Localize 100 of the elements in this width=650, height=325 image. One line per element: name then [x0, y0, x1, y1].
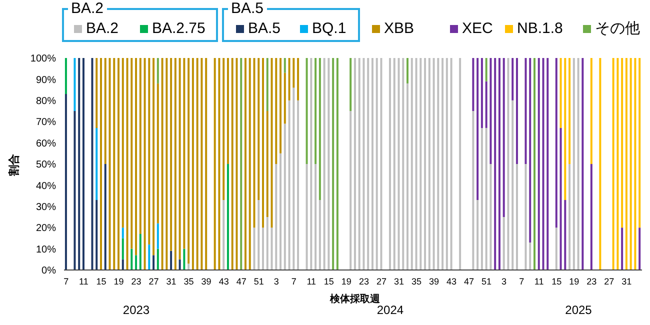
x-tick-label: 35 [184, 276, 194, 286]
bar [200, 58, 203, 270]
bar [284, 124, 286, 270]
bar [275, 164, 278, 270]
x-tick-label: 7 [519, 276, 524, 286]
text: BA.5 [228, 0, 267, 17]
y-tick-label: 30% [36, 202, 56, 213]
bar [222, 200, 225, 270]
bar [634, 58, 636, 270]
bar [253, 58, 256, 228]
bar [152, 58, 155, 256]
bar [323, 58, 326, 270]
bar [226, 58, 229, 164]
bar [64, 94, 67, 270]
bar [108, 58, 111, 270]
bar [502, 58, 505, 217]
bar [485, 58, 488, 82]
bar [297, 100, 300, 270]
bar [183, 248, 186, 270]
bar [156, 223, 159, 249]
bar [332, 58, 334, 270]
bar [188, 264, 190, 270]
bar [104, 58, 106, 164]
bar [226, 164, 229, 270]
bar [236, 58, 238, 270]
bar [529, 242, 532, 270]
bar [205, 58, 208, 270]
bar [582, 58, 584, 270]
bar [476, 58, 479, 200]
bar [96, 58, 98, 128]
bar [568, 58, 571, 164]
y-tick-label: 90% [36, 74, 56, 86]
bar [240, 58, 242, 270]
bar [310, 58, 312, 270]
bar [262, 228, 264, 270]
bar [178, 259, 181, 270]
bar [564, 200, 566, 270]
bar [82, 58, 84, 270]
bar [437, 58, 440, 270]
bar [529, 58, 532, 242]
bar [262, 58, 264, 228]
x-tick-label: 51 [482, 276, 492, 286]
bar [494, 58, 496, 270]
x-tick-label: 11 [306, 276, 316, 286]
bar [555, 228, 558, 270]
bar [424, 58, 426, 270]
x-tick-label: 15 [552, 276, 562, 286]
bar [415, 58, 418, 270]
bar [148, 244, 150, 270]
bar [485, 81, 488, 128]
bar [472, 58, 474, 111]
bar [78, 58, 80, 270]
y-tick-label: 60% [36, 138, 56, 150]
bar [292, 58, 295, 88]
x-tick-label: 27 [376, 276, 386, 286]
bar [244, 58, 246, 270]
bar [135, 255, 138, 270]
bar [266, 58, 268, 111]
bar [156, 83, 159, 224]
x-tick-label: 23 [131, 276, 142, 286]
x-tick-label: 39 [429, 276, 440, 286]
bar [625, 58, 628, 270]
bar [490, 58, 492, 164]
bar [188, 58, 190, 264]
x-tick-label: 11 [79, 276, 88, 286]
bar [248, 58, 251, 270]
bar [406, 58, 409, 84]
legend-label: XBB [384, 20, 414, 37]
bar [161, 58, 164, 270]
bar [546, 58, 549, 270]
bar [524, 58, 527, 164]
bar [358, 58, 360, 270]
bar [253, 228, 256, 270]
y-tick-label: 100% [30, 54, 56, 65]
bar [130, 58, 133, 249]
x-tick-label: 3 [274, 276, 279, 286]
y-tick-label: 80% [36, 96, 56, 107]
x-tick-label: 43 [446, 276, 457, 286]
y-tick-label: 10% [36, 244, 56, 256]
bar [490, 164, 492, 270]
bar [432, 58, 435, 270]
bar [122, 238, 124, 260]
bar [590, 58, 592, 164]
x-tick-label: 23 [358, 276, 369, 286]
text: 2025 [565, 303, 592, 317]
text: 2024 [376, 303, 404, 317]
bar [572, 58, 575, 270]
bar [306, 58, 308, 164]
bar [638, 58, 641, 228]
x-tick-label: 27 [148, 276, 159, 286]
x-tick-label: 19 [341, 276, 352, 286]
x-tick-label: 23 [586, 276, 597, 286]
bar [420, 58, 422, 270]
bar [354, 58, 356, 270]
bar [318, 58, 321, 200]
bar [74, 58, 76, 111]
bar [156, 248, 159, 270]
bar [533, 58, 536, 270]
bar [590, 164, 592, 270]
bar [350, 111, 352, 270]
